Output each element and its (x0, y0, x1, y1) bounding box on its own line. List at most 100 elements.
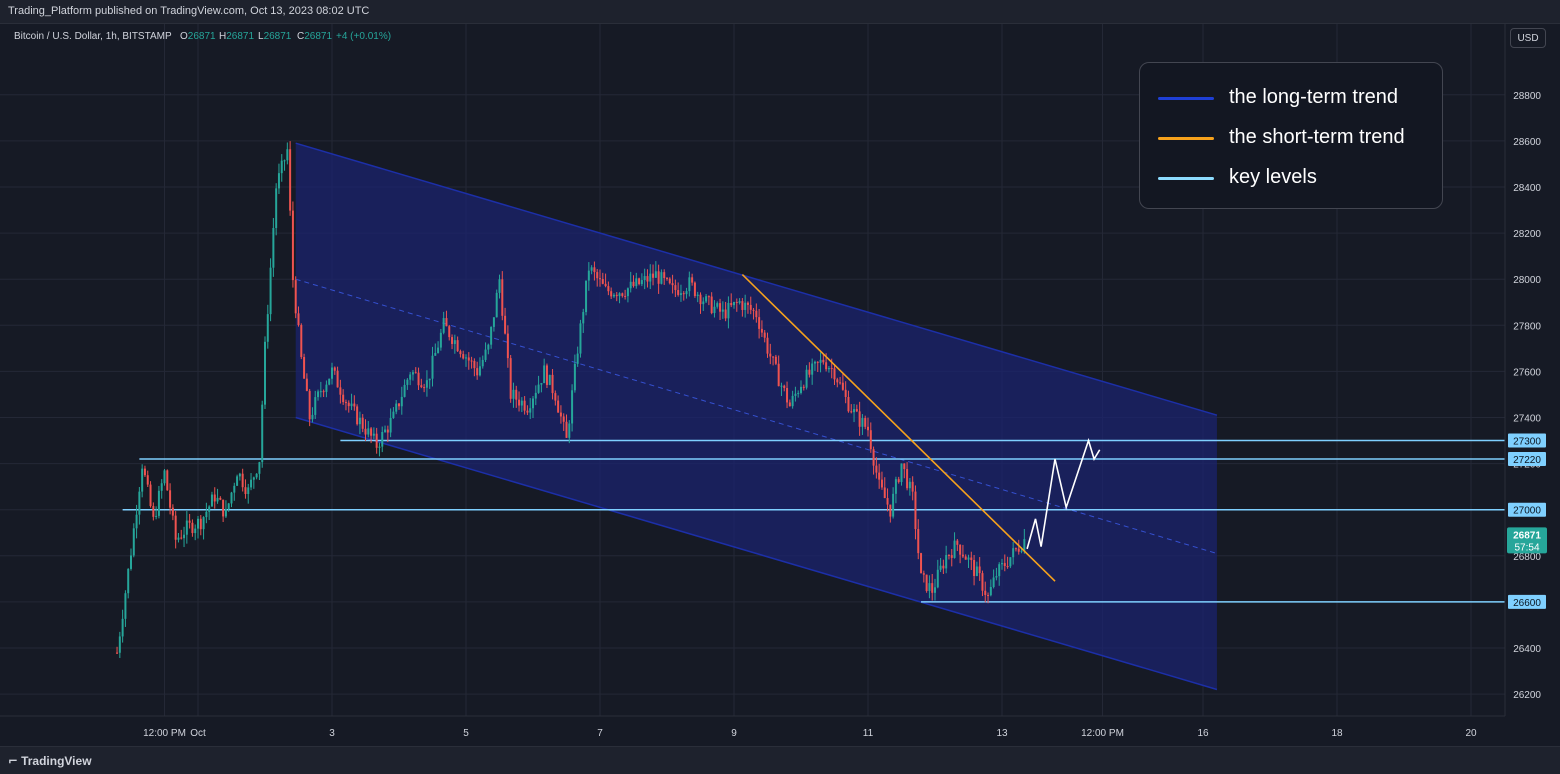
candle-body (543, 365, 546, 384)
candle (174, 511, 177, 549)
candle (308, 388, 311, 427)
candle-body (300, 325, 303, 358)
candle-body (395, 403, 398, 412)
price-chart[interactable]: 2600026200264002660026800270002720027400… (0, 24, 1560, 746)
currency-button[interactable]: USD (1510, 28, 1546, 48)
candle-body (1012, 548, 1015, 558)
candle (238, 472, 241, 481)
candle-body (900, 463, 903, 483)
candle (121, 609, 124, 643)
candle (551, 369, 554, 400)
candle-body (590, 267, 593, 271)
candle-body (227, 503, 230, 509)
candle (936, 559, 939, 589)
time-tick-label: Oct (190, 728, 206, 739)
candle (777, 355, 780, 387)
candle (758, 309, 761, 339)
candle-body (950, 555, 953, 558)
candle (696, 291, 699, 303)
candle-body (1014, 548, 1017, 550)
candle-body (777, 363, 780, 387)
candle-body (258, 462, 261, 474)
candle-body (459, 351, 462, 355)
candle-body (197, 518, 199, 529)
candle-body (945, 555, 948, 569)
candle (660, 269, 663, 285)
candle (911, 476, 914, 501)
candle-body (760, 328, 763, 333)
candle (593, 261, 596, 281)
candle-body (534, 392, 537, 399)
tradingview-logo[interactable]: ⌐ TradingView (8, 754, 92, 768)
candle (587, 262, 590, 291)
candle (897, 476, 900, 484)
candle-body (654, 271, 657, 278)
candle (783, 384, 786, 392)
legend-label-short-term: the short-term trend (1229, 126, 1405, 148)
candle-body (367, 428, 370, 435)
key-level-price-tag (1508, 594, 1546, 609)
candle (1017, 539, 1020, 555)
candle (378, 442, 381, 457)
candle (892, 487, 895, 519)
candle-body (813, 361, 816, 364)
candle-body (216, 497, 219, 502)
candle (607, 281, 610, 296)
candle-body (615, 294, 618, 297)
candle (171, 504, 174, 521)
candle-body (640, 280, 643, 285)
candle (213, 487, 216, 509)
close-label: C (297, 31, 304, 42)
candle (920, 552, 923, 574)
candle-body (406, 379, 409, 385)
candle-body (696, 294, 699, 297)
candle-body (931, 583, 934, 593)
candle-body (984, 590, 987, 595)
candle (839, 376, 842, 385)
candle-body (565, 421, 568, 438)
candle (277, 163, 280, 195)
candle (185, 510, 188, 544)
candle-body (911, 481, 914, 492)
candle-body (169, 490, 172, 508)
publish-header-bar: Trading_Platform published on TradingVie… (0, 0, 1560, 24)
svg-text:H26871: H26871 (219, 31, 254, 42)
candle (247, 483, 250, 504)
candle-body (523, 400, 526, 411)
candle-body (554, 393, 557, 401)
candle-body (236, 476, 239, 486)
candle-body (336, 370, 339, 388)
candle (794, 386, 797, 402)
candle (381, 426, 384, 453)
candle (470, 356, 473, 369)
candle-body (476, 368, 479, 376)
candle-body (964, 556, 967, 560)
candle (559, 405, 562, 424)
candle (688, 271, 691, 297)
candle (883, 477, 886, 499)
price-tick-label: 26800 (1513, 552, 1541, 563)
candle-body (437, 347, 440, 353)
projection-zigzag (1026, 437, 1101, 550)
candle-body (961, 554, 964, 557)
candle (853, 403, 856, 423)
candle (855, 404, 858, 413)
candle (573, 354, 576, 393)
candle-body (1006, 566, 1009, 568)
candle-body (989, 587, 992, 596)
candle (191, 519, 194, 537)
candle (286, 142, 289, 165)
candle (392, 407, 395, 419)
publish-header-text: Trading_Platform published on TradingVie… (8, 5, 370, 17)
candle-body (1023, 539, 1026, 551)
candle (626, 287, 629, 303)
candle (484, 342, 487, 363)
long-term-channel (295, 142, 1218, 691)
candle (691, 273, 694, 286)
candle-body (970, 557, 973, 561)
candle-body (858, 411, 861, 427)
candle (297, 306, 300, 327)
candle-body (498, 279, 501, 293)
candle-body (978, 566, 981, 574)
candle (487, 343, 490, 355)
